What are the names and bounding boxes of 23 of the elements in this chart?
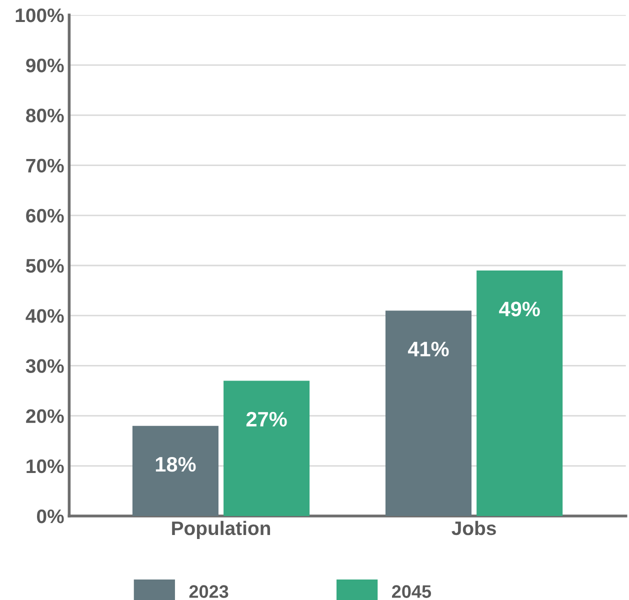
y-tick-label: 0% <box>36 509 64 524</box>
data-label: 41% <box>408 342 449 356</box>
y-tick-label: 10% <box>26 459 64 474</box>
y-tick-label: 70% <box>26 158 64 173</box>
y-tick-label: 20% <box>26 409 64 424</box>
y-tick-label: 50% <box>26 258 64 273</box>
y-tick-label: 40% <box>26 309 64 323</box>
y-tick-label: 80% <box>26 108 64 122</box>
data-label: 18% <box>156 456 196 472</box>
data-label: 49% <box>499 302 540 316</box>
y-tick-label: 30% <box>26 359 64 373</box>
data-label: 27% <box>246 412 287 427</box>
y-tick-label: 100% <box>16 8 64 22</box>
x-tick-label: Jobs <box>452 520 496 536</box>
legend-label: 2045 <box>392 585 432 598</box>
y-tick-label: 60% <box>26 208 64 223</box>
legend-label: 2023 <box>189 585 228 598</box>
bar <box>385 310 472 516</box>
y-tick-label: 90% <box>26 58 64 72</box>
bar <box>224 380 310 516</box>
x-tick-label: Population <box>172 520 270 539</box>
bar <box>476 270 563 516</box>
bar <box>132 426 218 516</box>
